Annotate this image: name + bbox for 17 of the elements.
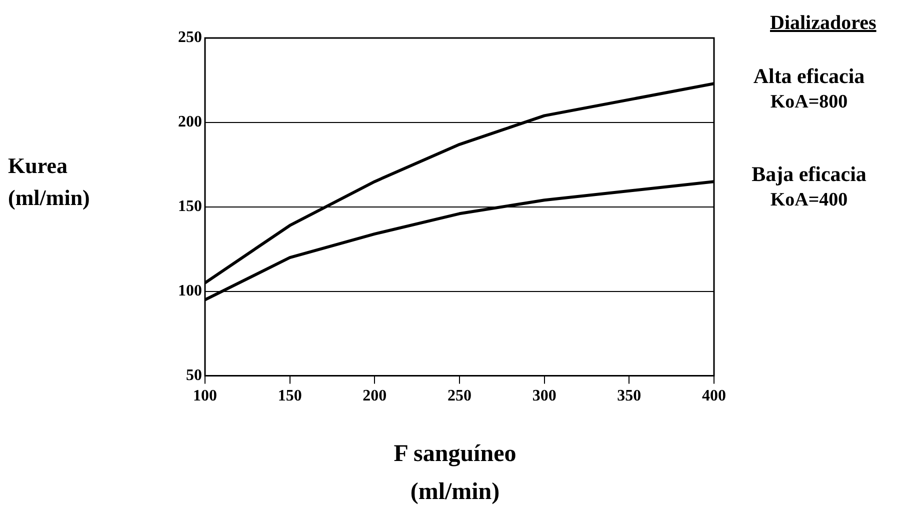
- y-axis-title: Kurea (ml/min): [8, 152, 91, 212]
- y-tick-label: 50: [186, 366, 202, 384]
- x-tick-label: 350: [617, 388, 642, 405]
- y-tick-label: 100: [178, 282, 202, 300]
- x-tick-label: 200: [362, 388, 387, 405]
- x-axis-title: F sanguíneo (ml/min): [392, 440, 518, 507]
- y-tick-label: 150: [178, 198, 202, 216]
- x-tick-label: 150: [278, 388, 302, 405]
- y-tick-label: 250: [178, 29, 202, 46]
- x-tick-label: 250: [448, 388, 472, 405]
- legend-title: Dializadores: [770, 12, 876, 35]
- y-tick-label: 200: [178, 114, 202, 131]
- series-label: Baja eficacia KoA=400: [752, 162, 867, 210]
- x-tick-label: 300: [532, 388, 556, 405]
- x-tick-label: 100: [193, 388, 217, 405]
- x-tick-label: 400: [702, 388, 726, 405]
- series-label: Alta eficacia KoA=800: [753, 64, 866, 113]
